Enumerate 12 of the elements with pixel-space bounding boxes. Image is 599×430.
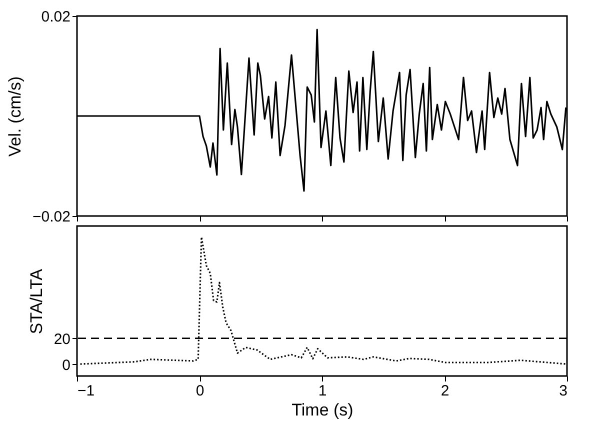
y-tick-label: 0.02 (41, 8, 70, 26)
y-tick-label: −0.02 (32, 208, 70, 226)
x-tick-label: 1 (318, 382, 327, 400)
x-tick-label: −1 (78, 382, 95, 400)
x-axis-title: Time (s) (292, 400, 354, 420)
x-tick-label: 3 (559, 382, 568, 400)
y-axis-title: Vel. (cm/s) (6, 76, 25, 157)
y-axis-title: STA/LTA (26, 268, 46, 334)
x-tick-label: 0 (196, 382, 204, 400)
y-tick-label: 20 (54, 330, 70, 348)
y-tick-label: 0 (62, 356, 70, 374)
x-tick-label: 2 (440, 382, 450, 400)
